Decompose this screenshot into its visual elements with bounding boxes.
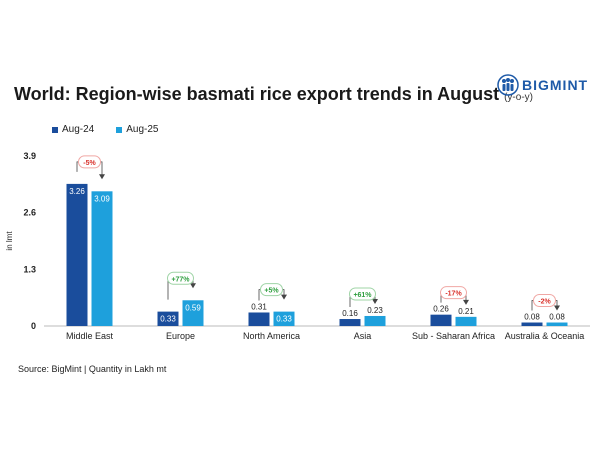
change-arrowhead [463, 299, 469, 305]
change-arrowhead [554, 305, 560, 311]
chart-title-text: World: Region-wise basmati rice export t… [14, 84, 500, 104]
x-tick-label: Asia [354, 331, 372, 341]
change-arrowhead [190, 283, 196, 289]
bigmint-people-icon [497, 74, 519, 96]
bar-value-label: 0.59 [185, 303, 201, 312]
legend-item-aug-24: Aug-24 [52, 124, 94, 135]
change-arrowhead [372, 298, 378, 304]
y-tick-label: 0 [31, 321, 36, 331]
bar-value-label: 3.26 [69, 187, 85, 196]
change-badge [78, 155, 101, 169]
chart-title-suffix: (y-o-y) [504, 92, 533, 103]
change-badge-label: -5% [83, 160, 96, 167]
bar-aug-25 [455, 316, 477, 326]
bar-aug-24 [248, 312, 270, 326]
chart-title: World: Region-wise basmati rice export t… [14, 84, 533, 105]
change-badge-label: +61% [353, 292, 372, 299]
change-badge-label: -17% [445, 291, 462, 298]
y-tick-label: 1.3 [23, 264, 36, 274]
bar-aug-25 [546, 322, 568, 326]
source-note: Source: BigMint | Quantity in Lakh mt [18, 364, 167, 374]
change-badge-label: -2% [538, 299, 551, 306]
legend-swatch-aug-24 [52, 126, 58, 133]
y-tick-label: 3.9 [23, 151, 36, 161]
change-arrowhead [99, 174, 105, 180]
change-badge [349, 287, 376, 301]
change-badge [260, 283, 283, 297]
x-tick-label: Europe [166, 331, 195, 341]
change-badge [440, 286, 467, 300]
legend-swatch-aug-25 [116, 126, 123, 133]
legend-item-aug-25: Aug-25 [116, 124, 159, 135]
bar-aug-25 [91, 191, 113, 326]
bar-value-label: 0.23 [367, 306, 383, 315]
bar-aug-24 [66, 183, 88, 326]
bar-value-label: 0.26 [433, 305, 449, 314]
y-tick-label: 2.6 [23, 208, 36, 218]
bar-value-label: 0.33 [160, 315, 176, 324]
bar-aug-25 [273, 311, 295, 326]
change-badge [533, 294, 556, 308]
change-badge-label: +77% [171, 276, 190, 283]
bar-value-label: 0.33 [276, 315, 292, 324]
bar-value-label: 0.16 [342, 309, 358, 318]
bar-value-label: 0.21 [458, 307, 474, 316]
change-badge-label: +5% [264, 288, 279, 295]
bar-aug-24 [157, 311, 179, 326]
x-tick-label: Middle East [66, 331, 114, 341]
bar-value-label: 0.08 [524, 313, 540, 322]
bar-aug-24 [521, 322, 543, 326]
x-tick-label: North America [243, 331, 300, 341]
x-tick-label: Australia & Oceania [505, 331, 585, 341]
legend-label-aug-24: Aug-24 [62, 124, 95, 135]
bar-value-label: 3.09 [94, 194, 110, 203]
x-tick-label: Sub - Saharan Africa [412, 331, 495, 341]
bar-value-label: 0.31 [251, 302, 267, 311]
change-arrowhead [281, 294, 287, 300]
legend-label-aug-25: Aug-25 [126, 124, 159, 135]
bar-aug-25 [182, 300, 204, 326]
bar-aug-24 [430, 314, 452, 326]
bar-aug-25 [364, 315, 386, 326]
bar-value-label: 0.08 [549, 313, 565, 322]
legend: Aug-24 Aug-25 [52, 124, 181, 135]
bigmint-logo: BIGMINT [497, 74, 588, 96]
logo-text: BIGMINT [522, 77, 589, 93]
y-axis-label: in lmt [5, 231, 14, 251]
change-badge [167, 271, 194, 285]
bar-aug-24 [339, 319, 361, 326]
